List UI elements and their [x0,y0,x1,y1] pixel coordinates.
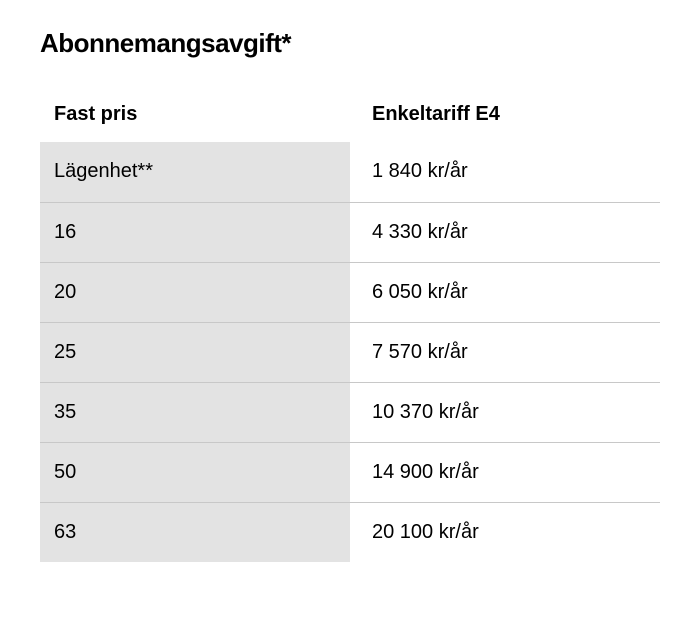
cell-tariff: 4 330 kr/år [350,202,660,262]
pricing-page: Abonnemangsavgift* Fast pris Enkeltariff… [0,0,700,619]
page-title: Abonnemangsavgift* [40,28,660,59]
pricing-table: Fast pris Enkeltariff E4 Lägenhet** 1 84… [40,103,660,562]
column-header-enkeltariff: Enkeltariff E4 [350,103,660,142]
cell-tariff: 6 050 kr/år [350,262,660,322]
table-row: 63 20 100 kr/år [40,502,660,562]
cell-tariff: 7 570 kr/år [350,322,660,382]
cell-tariff: 10 370 kr/år [350,382,660,442]
table-row: 25 7 570 kr/år [40,322,660,382]
cell-fast-pris: 20 [40,262,350,322]
cell-fast-pris: 16 [40,202,350,262]
cell-fast-pris: 50 [40,442,350,502]
cell-tariff: 14 900 kr/år [350,442,660,502]
column-header-fast-pris: Fast pris [40,103,350,142]
cell-tariff: 20 100 kr/år [350,502,660,562]
cell-fast-pris: 63 [40,502,350,562]
cell-tariff: 1 840 kr/år [350,142,660,202]
cell-fast-pris: Lägenhet** [40,142,350,202]
table-row: 50 14 900 kr/år [40,442,660,502]
cell-fast-pris: 35 [40,382,350,442]
cell-fast-pris: 25 [40,322,350,382]
table-row: Lägenhet** 1 840 kr/år [40,142,660,202]
table-header-row: Fast pris Enkeltariff E4 [40,103,660,142]
table-row: 20 6 050 kr/år [40,262,660,322]
table-row: 35 10 370 kr/år [40,382,660,442]
table-row: 16 4 330 kr/år [40,202,660,262]
